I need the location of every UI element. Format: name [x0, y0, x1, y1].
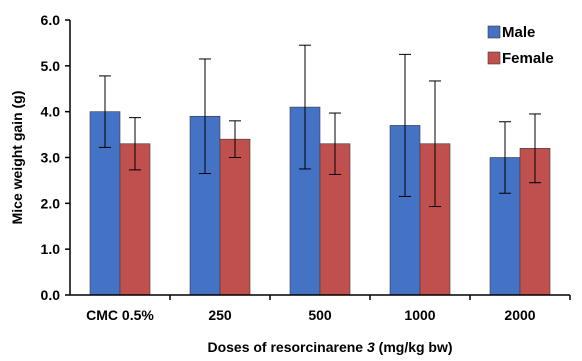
y-tick-label: 5.0 — [41, 58, 61, 74]
x-tick-label: 250 — [208, 307, 232, 323]
x-tick-label: 2000 — [504, 307, 535, 323]
legend-label-male: Male — [502, 24, 535, 41]
x-axis-label: Doses of resorcinarene 3 (mg/kg bw) — [207, 339, 452, 355]
y-tick-label: 4.0 — [41, 104, 61, 120]
legend-swatch-male — [487, 25, 501, 39]
legend-label-female: Female — [502, 50, 554, 67]
x-axis-label-suffix: (mg/kg bw) — [375, 339, 453, 355]
x-tick-label: 500 — [308, 307, 332, 323]
bars — [89, 106, 551, 296]
legend: Male Female — [487, 24, 554, 67]
y-tick-label: 1.0 — [41, 241, 61, 257]
x-tick-label: CMC 0.5% — [86, 307, 154, 323]
x-tick-label: 1000 — [404, 307, 435, 323]
y-tick-label: 3.0 — [41, 150, 61, 166]
y-axis-ticks: 0.0 1.0 2.0 3.0 4.0 5.0 6.0 — [41, 12, 70, 303]
error-bars — [99, 44, 541, 208]
x-axis-label-prefix: Doses of resorcinarene — [207, 339, 367, 355]
y-tick-label: 0.0 — [41, 287, 61, 303]
x-axis-ticks: CMC 0.5% 250 500 1000 2000 — [86, 295, 571, 323]
y-axis-label: Mice weight gain (g) — [9, 91, 25, 225]
legend-swatch-female — [487, 51, 501, 65]
bar-female-1 — [219, 138, 251, 296]
x-axis-label-italic: 3 — [367, 339, 375, 355]
y-tick-label: 6.0 — [41, 12, 61, 28]
bar-female-3 — [419, 143, 451, 296]
y-tick-label: 2.0 — [41, 195, 61, 211]
